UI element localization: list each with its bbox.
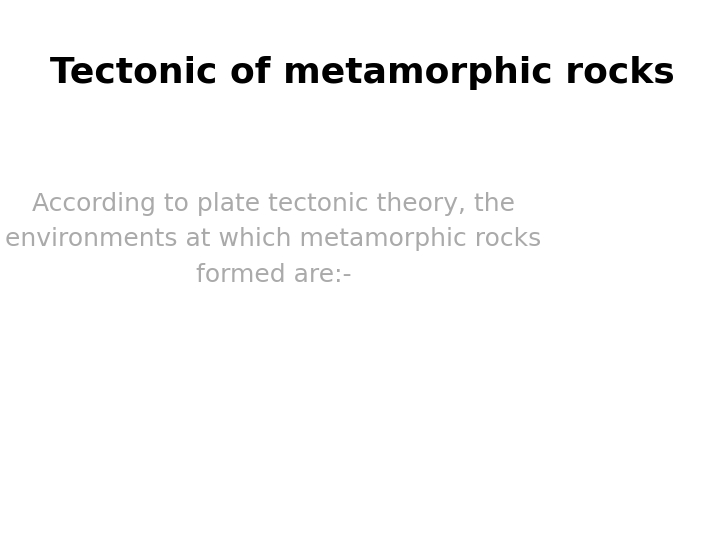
Text: Tectonic of metamorphic rocks: Tectonic of metamorphic rocks [50,56,675,90]
Text: According to plate tectonic theory, the
environments at which metamorphic rocks
: According to plate tectonic theory, the … [6,192,541,287]
